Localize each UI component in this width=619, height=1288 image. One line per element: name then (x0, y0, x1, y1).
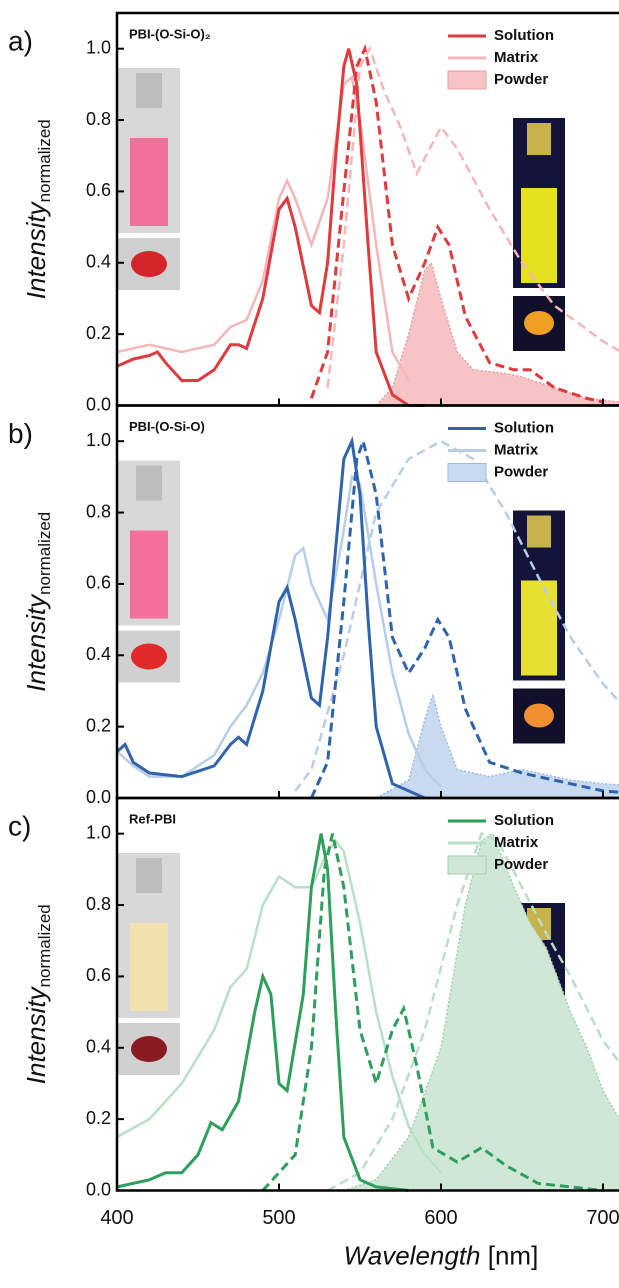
legend-label: Solution (494, 812, 554, 829)
y-tick-label: 0.0 (86, 394, 111, 414)
y-tick-label: 0.8 (86, 501, 111, 521)
x-axis-label-space (481, 1240, 488, 1270)
powder (131, 643, 167, 670)
legend-label: Powder (494, 463, 548, 480)
x-axis-label-unit: [nm] (488, 1240, 539, 1270)
cuvette-cap (136, 858, 162, 893)
y-tick-label: 0.6 (86, 180, 111, 200)
y-axis-label: Intensitynormalized (21, 904, 55, 1084)
uv-cap (527, 515, 551, 548)
cuvette-liquid (130, 530, 168, 619)
y-tick-label: 1.0 (86, 822, 111, 842)
y-axis-label-sub: normalized (35, 512, 54, 595)
y-tick-label: 0.6 (86, 965, 111, 985)
y-axis-label-main: Intensity (21, 200, 51, 299)
y-tick-label: 0.2 (86, 1108, 111, 1128)
y-axis-label-sub: normalized (35, 119, 54, 202)
x-tick-label: 700 (586, 1207, 619, 1229)
emission-line (261, 833, 604, 1192)
powder-area (374, 261, 619, 407)
cuvette-liquid (130, 923, 168, 1011)
panel-title: Ref-PBI (129, 811, 176, 826)
plot-data (116, 43, 619, 407)
x-axis-label-main: Wavelength (344, 1240, 481, 1270)
plot-data (116, 435, 619, 800)
legend-swatch (447, 463, 487, 482)
legend-swatch (447, 855, 487, 875)
emission-line (310, 435, 619, 799)
y-tick-label: 0.8 (86, 109, 111, 129)
legend-label: Solution (494, 419, 554, 436)
absorption-line (116, 435, 426, 800)
y-tick-label: 0.4 (86, 644, 111, 664)
uv-powder (524, 703, 554, 728)
panel-title: PBI-(O-Si-O)₂ (129, 26, 211, 41)
emission-line (326, 45, 619, 388)
uv-liquid (521, 188, 557, 283)
absorption-line (116, 48, 425, 407)
legend-swatch (447, 70, 487, 90)
powder (131, 1036, 167, 1062)
y-tick-label: 0.6 (86, 573, 111, 593)
y-tick-label: 0.8 (86, 894, 111, 914)
x-tick-label: 600 (424, 1207, 457, 1229)
y-tick-label: 0.4 (86, 252, 111, 272)
y-axis-label-main: Intensity (21, 985, 51, 1084)
emission-line (294, 439, 619, 792)
legend-label: Powder (494, 856, 548, 873)
cuvette-cap (136, 465, 162, 501)
y-tick-label: 0.0 (86, 1179, 111, 1199)
uv-powder (524, 311, 554, 335)
legend-label: Matrix (494, 441, 539, 458)
x-tick-label: 400 (100, 1207, 133, 1229)
x-tick-label: 500 (262, 1207, 295, 1229)
y-tick-label: 0.4 (86, 1037, 111, 1057)
plot-data (116, 832, 619, 1192)
y-tick-label: 0.0 (86, 787, 111, 807)
legend-label: Matrix (494, 49, 539, 66)
cuvette-cap (136, 73, 162, 108)
emission-line (326, 832, 619, 1192)
y-axis-label: Intensitynormalized (21, 512, 55, 692)
legend-label: Powder (494, 71, 548, 88)
y-tick-label: 0.2 (86, 323, 111, 343)
panel-label: a) (8, 25, 33, 56)
powder-area (343, 832, 619, 1192)
legend-label: Matrix (494, 834, 539, 851)
panel-label: c) (8, 810, 31, 841)
powder (131, 251, 167, 277)
absorption-line (116, 833, 409, 1192)
y-axis-label-main: Intensity (21, 593, 51, 692)
y-axis-label-sub: normalized (35, 904, 54, 987)
emission-line (309, 43, 604, 404)
y-tick-label: 0.2 (86, 715, 111, 735)
x-axis-label: Wavelength [nm] (344, 1240, 539, 1270)
y-axis-label: Intensitynormalized (21, 119, 55, 299)
uv-liquid (521, 580, 557, 676)
panel-title: PBI-(O-Si-O) (129, 419, 205, 434)
cuvette-liquid (130, 138, 168, 226)
absorption-line (116, 74, 410, 382)
y-tick-label: 1.0 (86, 37, 111, 57)
uv-cap (527, 123, 551, 155)
powder-area (375, 691, 619, 799)
legend-label: Solution (494, 27, 554, 44)
absorption-line (116, 474, 442, 789)
y-tick-label: 1.0 (86, 430, 111, 450)
panel-label: b) (8, 418, 33, 449)
